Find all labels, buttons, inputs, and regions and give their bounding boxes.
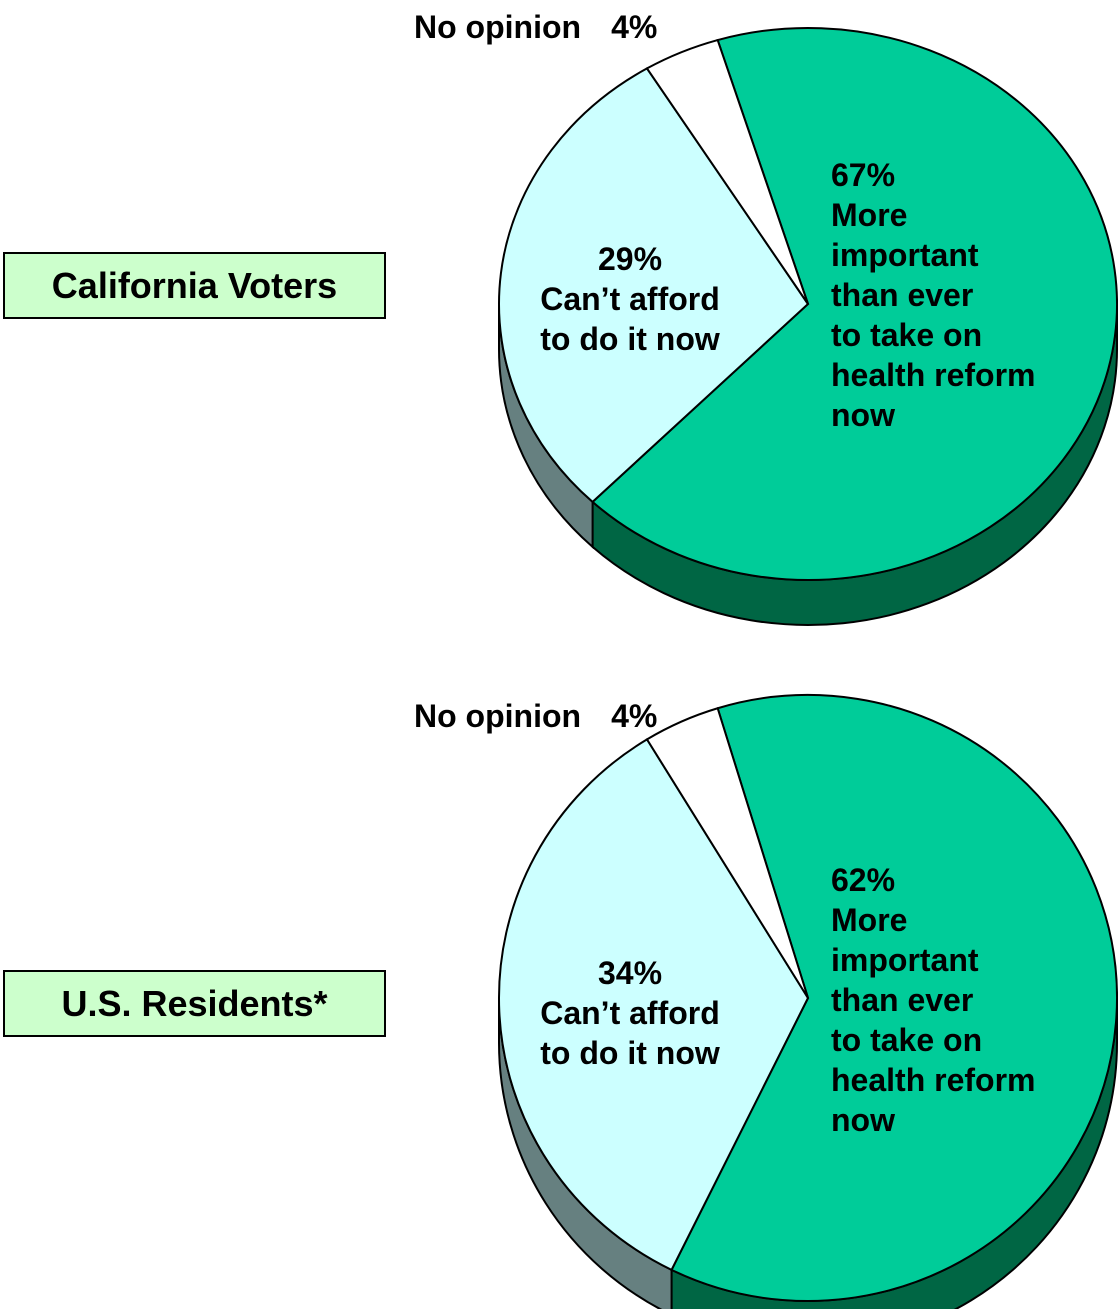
group-label: California Voters <box>3 252 386 319</box>
slice-label-line: Can’t afford <box>540 281 720 317</box>
slice-percent: 67% <box>831 157 895 193</box>
pie-chart: 67% More important than ever to take on healt… <box>414 9 1118 626</box>
slice-percent: 62% <box>831 862 895 898</box>
slice-label-cant-afford: 29% Can’t afford to do it now <box>540 241 720 357</box>
slice-label-line: now <box>831 1102 895 1138</box>
slice-percent: 4% <box>611 9 657 45</box>
slice-label-line: important <box>831 237 979 273</box>
slice-label-line: More <box>831 197 907 233</box>
slice-label-line: to take on <box>831 1022 982 1058</box>
slice-label-line: important <box>831 942 979 978</box>
slice-label-line: to do it now <box>540 321 720 357</box>
pie-slice-more-important <box>670 694 1118 1302</box>
slice-label-line: Can’t afford <box>540 995 720 1031</box>
slice-label-line: to take on <box>831 317 982 353</box>
slice-label-line: health reform <box>831 1062 1035 1098</box>
slice-label-no-opinion: No opinion 4% <box>414 9 657 45</box>
slice-label-cant-afford: 34% Can’t afford to do it now <box>540 955 720 1071</box>
california-voters-panel: California Voters 67% More important than e… <box>3 9 1118 626</box>
slice-label-text: No opinion <box>414 9 581 45</box>
slice-label-no-opinion: No opinion 4% <box>414 698 657 734</box>
slice-percent: 34% <box>598 955 662 991</box>
slice-label-line: now <box>831 397 895 433</box>
slice-percent: 29% <box>598 241 662 277</box>
slice-label-line: health reform <box>831 357 1035 393</box>
slice-label-line: More <box>831 902 907 938</box>
slice-label-line: than ever <box>831 277 973 313</box>
pie-slice-more-important <box>591 27 1118 581</box>
slice-label-more-important: 62% More important than ever to take on healt… <box>831 862 1035 1138</box>
slice-label-more-important: 67% More important than ever to take on healt… <box>831 157 1035 433</box>
pie-slice-no-opinion <box>645 706 809 999</box>
us-residents-panel: U.S. Residents* 62% More important than eve… <box>0 654 1118 1309</box>
pie-slice-cant-afford <box>498 67 810 504</box>
pie-chart: 62% More important than ever to take on healt… <box>414 694 1118 1309</box>
pie-slice-no-opinion <box>645 38 809 305</box>
slice-label-line: to do it now <box>540 1035 720 1071</box>
pie-slice-cant-afford <box>497 738 810 1272</box>
slice-label-line: than ever <box>831 982 973 1018</box>
slice-percent: 4% <box>611 698 657 734</box>
group-label: U.S. Residents* <box>3 970 386 1037</box>
slice-label-text: No opinion <box>414 698 581 734</box>
